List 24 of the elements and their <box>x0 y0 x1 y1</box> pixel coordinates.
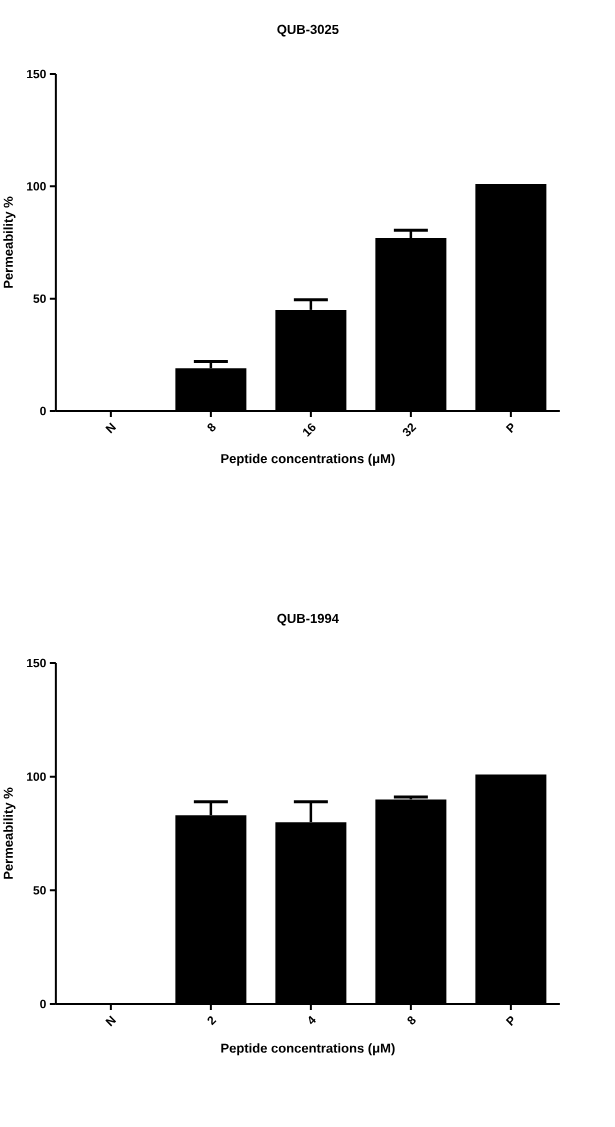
x-axis-title: Peptide concentrations (μM) <box>221 1043 395 1056</box>
x-tick-label: 2 <box>207 1016 217 1026</box>
x-tick-label: P <box>505 1016 514 1026</box>
x-tick-label: N <box>105 422 117 434</box>
x-tick-label: P <box>505 423 514 433</box>
y-tick-label: 50 <box>33 294 46 303</box>
x-axis-title: Peptide concentrations (μM) <box>221 453 395 466</box>
y-tick-label: 0 <box>40 999 46 1009</box>
x-tick-label: 32 <box>402 423 417 437</box>
x-tick-label: 8 <box>407 1016 416 1025</box>
y-axis-title: Permeability % <box>3 196 16 288</box>
y-tick-label: 150 <box>27 658 46 668</box>
x-tick-label: N <box>105 1015 117 1027</box>
y-axis-title: Permeability % <box>3 787 16 879</box>
y-tick-label: 100 <box>27 772 46 781</box>
y-tick-label: 0 <box>40 406 46 416</box>
chart-title: QUB-3025 <box>277 24 339 37</box>
y-tick-label: 50 <box>33 886 46 895</box>
x-tick-label: 8 <box>207 423 216 432</box>
x-tick-label: 16 <box>303 423 316 437</box>
y-tick-label: 150 <box>27 69 46 79</box>
x-tick-label: 4 <box>308 1015 316 1025</box>
chart-title: QUB-1994 <box>277 613 339 626</box>
y-tick-label: 100 <box>27 182 46 191</box>
